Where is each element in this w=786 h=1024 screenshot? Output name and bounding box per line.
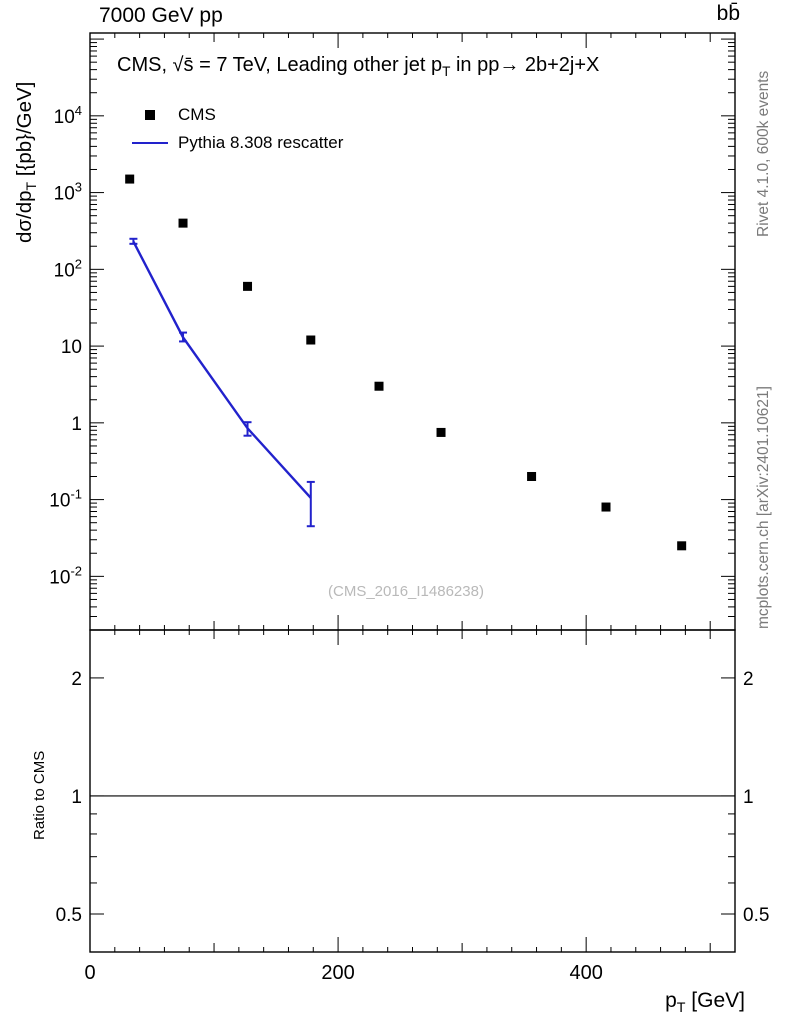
legend-label-pythia: Pythia 8.308 rescatter bbox=[178, 133, 344, 152]
x-axis-label-a: p bbox=[665, 989, 677, 1012]
svg-text:10-2: 10-2 bbox=[49, 563, 82, 588]
cms-square-marker-icon bbox=[145, 110, 155, 120]
svg-text:102: 102 bbox=[54, 256, 82, 281]
ratio-y-axis-label: Ratio to CMS bbox=[31, 750, 48, 840]
process-label: bb̄ bbox=[716, 2, 740, 25]
series-pythia-8-308-rescatter bbox=[129, 237, 315, 528]
pythia-line-marker-icon bbox=[132, 142, 168, 144]
y-axis-label-b: [{pb}/GeV] bbox=[13, 81, 36, 182]
legend-item-cms: CMS bbox=[127, 101, 343, 129]
svg-text:1: 1 bbox=[71, 414, 82, 435]
x-axis-label-subscript: T bbox=[676, 1000, 686, 1017]
svg-text:103: 103 bbox=[54, 180, 82, 205]
series-cms bbox=[125, 174, 687, 551]
svg-text:0.5: 0.5 bbox=[743, 905, 769, 926]
ratio-frame bbox=[89, 629, 736, 953]
svg-text:0: 0 bbox=[84, 962, 95, 984]
plot-title-tail: in pp→ 2b+2j+X bbox=[450, 54, 600, 76]
svg-text:2: 2 bbox=[71, 669, 82, 690]
legend-marker-cell bbox=[127, 110, 173, 120]
y-axis-label-subscript: T bbox=[23, 181, 40, 191]
mcplots-credit-label: mcplots.cern.ch [arXiv:2401.10621] bbox=[755, 386, 772, 629]
beam-energy-label: 7000 GeV pp bbox=[99, 4, 223, 27]
analysis-id-watermark: (CMS_2016_I1486238) bbox=[328, 583, 484, 600]
x-axis-label: pT [GeV] bbox=[665, 989, 745, 1016]
plot-title-subscript: T bbox=[442, 64, 451, 79]
y-axis-label-a: dσ/dp bbox=[13, 190, 36, 243]
plot-title: CMS, √s̄ = 7 TeV, Leading other jet pT i… bbox=[117, 54, 599, 79]
legend-marker-cell bbox=[127, 142, 173, 144]
svg-text:10: 10 bbox=[61, 337, 82, 358]
plot-title-main: CMS, √s̄ = 7 TeV, Leading other jet p bbox=[117, 54, 443, 76]
svg-text:10-1: 10-1 bbox=[49, 487, 82, 512]
x-axis-label-b: [GeV] bbox=[685, 989, 745, 1012]
legend-item-pythia: Pythia 8.308 rescatter bbox=[127, 129, 343, 157]
rivet-version-label: Rivet 4.1.0, 600k events bbox=[755, 70, 772, 237]
svg-text:0.5: 0.5 bbox=[56, 905, 82, 926]
svg-text:1: 1 bbox=[743, 787, 754, 808]
svg-text:1: 1 bbox=[71, 787, 82, 808]
legend: CMS Pythia 8.308 rescatter bbox=[127, 101, 343, 157]
svg-text:400: 400 bbox=[569, 962, 602, 984]
y-axis-label: dσ/dpT [{pb}/GeV] bbox=[13, 82, 39, 243]
svg-text:104: 104 bbox=[54, 103, 82, 128]
svg-text:200: 200 bbox=[321, 962, 354, 984]
legend-label-cms: CMS bbox=[178, 105, 216, 124]
svg-text:2: 2 bbox=[743, 669, 754, 690]
